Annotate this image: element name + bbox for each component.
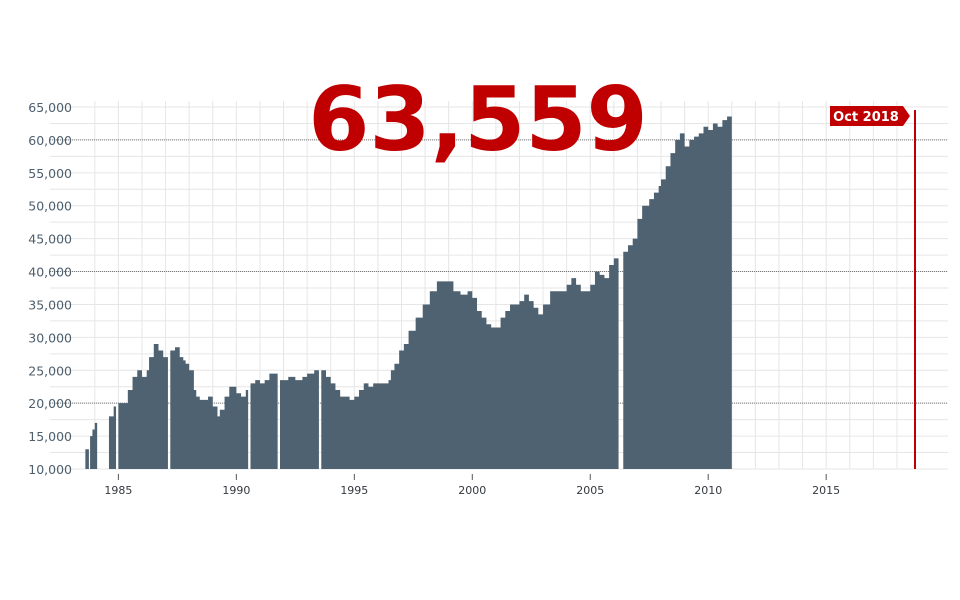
- x-tick-label: 2000: [458, 484, 486, 497]
- y-tick-label: 10,000: [28, 462, 72, 477]
- y-tick-label: 60,000: [28, 133, 72, 148]
- area-segment: [250, 373, 278, 469]
- x-tick-label: 2005: [576, 484, 604, 497]
- area-segment: [623, 116, 732, 469]
- y-tick-label: 15,000: [28, 429, 72, 444]
- area-series: [85, 116, 732, 469]
- x-axis: 1985 1990 1995 2000 2005 2010 2015: [104, 474, 840, 497]
- y-tick-label: 55,000: [28, 166, 72, 181]
- headline-value: 63,559: [308, 68, 648, 171]
- y-tick-label: 45,000: [28, 232, 72, 247]
- area-segment: [108, 406, 117, 469]
- y-tick-label: 20,000: [28, 396, 72, 411]
- y-tick-label: 50,000: [28, 199, 72, 214]
- x-tick-label: 1990: [222, 484, 250, 497]
- y-tick-label: 30,000: [28, 330, 72, 345]
- latest-marker-label: Oct 2018: [833, 110, 899, 125]
- y-tick-label: 25,000: [28, 363, 72, 378]
- area-segment: [85, 449, 89, 469]
- y-tick-label: 65,000: [28, 100, 72, 115]
- area-segment: [170, 347, 249, 469]
- x-tick-label: 1985: [104, 484, 132, 497]
- y-tick-label: 35,000: [28, 297, 72, 312]
- x-tick-label: 1995: [340, 484, 368, 497]
- latest-marker: Oct 2018: [830, 106, 916, 469]
- x-tick-label: 2015: [812, 484, 840, 497]
- y-axis: 10,000 15,000 20,000 25,000 30,000 35,000 40,0…: [28, 100, 72, 477]
- area-segment: [279, 370, 319, 469]
- x-tick-label: 2010: [694, 484, 722, 497]
- area-segment: [321, 258, 619, 469]
- area-segment: [118, 343, 168, 469]
- latest-marker-flag: [830, 106, 910, 126]
- area-segment: [90, 422, 98, 469]
- y-tick-label: 40,000: [28, 265, 72, 280]
